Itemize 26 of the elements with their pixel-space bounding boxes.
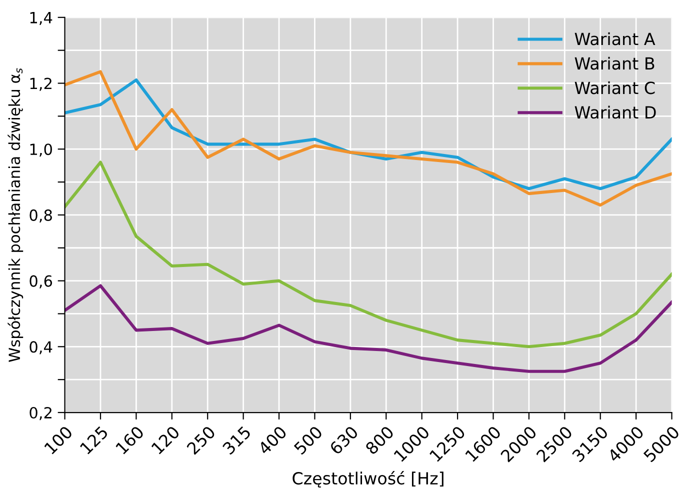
line-series <box>64 70 672 207</box>
legend-label: Wariant D <box>574 106 656 119</box>
x-tick-label: 400 <box>257 425 288 456</box>
y-tick-label: 1,2 <box>30 78 52 91</box>
x-tick-label: 500 <box>293 425 324 456</box>
y-tick-label: 0,6 <box>30 275 52 288</box>
y-tick-label: 1,4 <box>30 12 52 25</box>
y-tick-label: 0,8 <box>30 209 52 223</box>
y-axis-title: Współczynnik pochłaniania dźwięku α$_{s}$ <box>8 68 24 362</box>
y-tick-label: 1,0 <box>30 144 52 157</box>
line-series <box>64 284 672 373</box>
x-axis-title: Częstotliwość [Hz] <box>292 471 444 488</box>
x-tick-label: 250 <box>186 425 216 456</box>
legend-label: Wariant C <box>574 81 655 94</box>
x-tick-label: 315 <box>222 426 252 456</box>
line-series <box>64 160 672 348</box>
legend-label: Wariant B <box>574 56 654 70</box>
x-tick-label: 125 <box>80 426 109 455</box>
y-tick-label: 0,4 <box>30 341 52 354</box>
y-tick-label: 0,2 <box>30 406 52 420</box>
legend-label: Wariant A <box>574 32 656 46</box>
x-tick-label: 800 <box>364 425 394 456</box>
x-tick-label: 120 <box>150 425 180 455</box>
x-tick-label: 630 <box>328 425 359 456</box>
x-tick-label: 100 <box>44 425 74 455</box>
x-tick-label: 160 <box>115 425 145 455</box>
